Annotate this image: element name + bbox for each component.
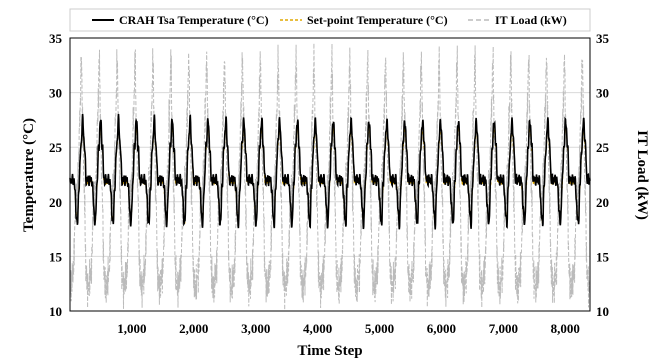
y2-tick-label: 30: [596, 86, 609, 101]
series-crah: [69, 113, 591, 230]
y2-axis-ticks: 10 15 20 25 30 35: [596, 31, 610, 319]
x-tick-label: 7,000: [489, 321, 518, 336]
x-axis-title: Time Step: [297, 343, 362, 358]
series-line-crah: [69, 113, 591, 230]
y-tick-label: 30: [49, 86, 62, 101]
y2-tick-label: 10: [596, 304, 609, 319]
y2-tick-label: 20: [596, 195, 609, 210]
legend: CRAH Tsa Temperature (°C) Set-point Temp…: [69, 8, 591, 32]
x-tick-label: 2,000: [179, 321, 208, 336]
y-tick-label: 10: [49, 304, 62, 319]
legend-label-itload: IT Load (kW): [495, 13, 567, 27]
x-tick-label: 6,000: [427, 321, 456, 336]
x-tick-label: 1,000: [117, 321, 146, 336]
y-tick-label: 35: [49, 31, 63, 46]
x-tick-label: 8,000: [551, 321, 580, 336]
y2-tick-label: 35: [596, 31, 610, 46]
x-axis-ticks: 1,000 2,000 3,000 4,000 5,000 6,000 7,000 8,000: [117, 321, 580, 336]
y2-tick-label: 25: [596, 140, 610, 155]
y-axis-ticks: 10 15 20 25 30 35: [49, 31, 63, 319]
y-tick-label: 20: [49, 195, 62, 210]
y2-tick-label: 15: [596, 249, 610, 264]
y-tick-label: 15: [49, 249, 63, 264]
y2-axis-title: IT Load (kW): [634, 130, 650, 220]
series-line-itload: [69, 43, 591, 310]
y-tick-label: 25: [49, 140, 63, 155]
series-itload: [69, 43, 591, 310]
x-tick-label: 3,000: [241, 321, 270, 336]
x-tick-label: 5,000: [365, 321, 394, 336]
legend-label-crah: CRAH Tsa Temperature (°C): [119, 13, 269, 27]
x-tick-label: 4,000: [303, 321, 332, 336]
legend-box: [69, 8, 591, 32]
legend-label-setpoint: Set-point Temperature (°C): [307, 13, 448, 27]
y-axis-title: Temperature (°C): [21, 118, 37, 232]
plot-frame: [69, 37, 591, 312]
